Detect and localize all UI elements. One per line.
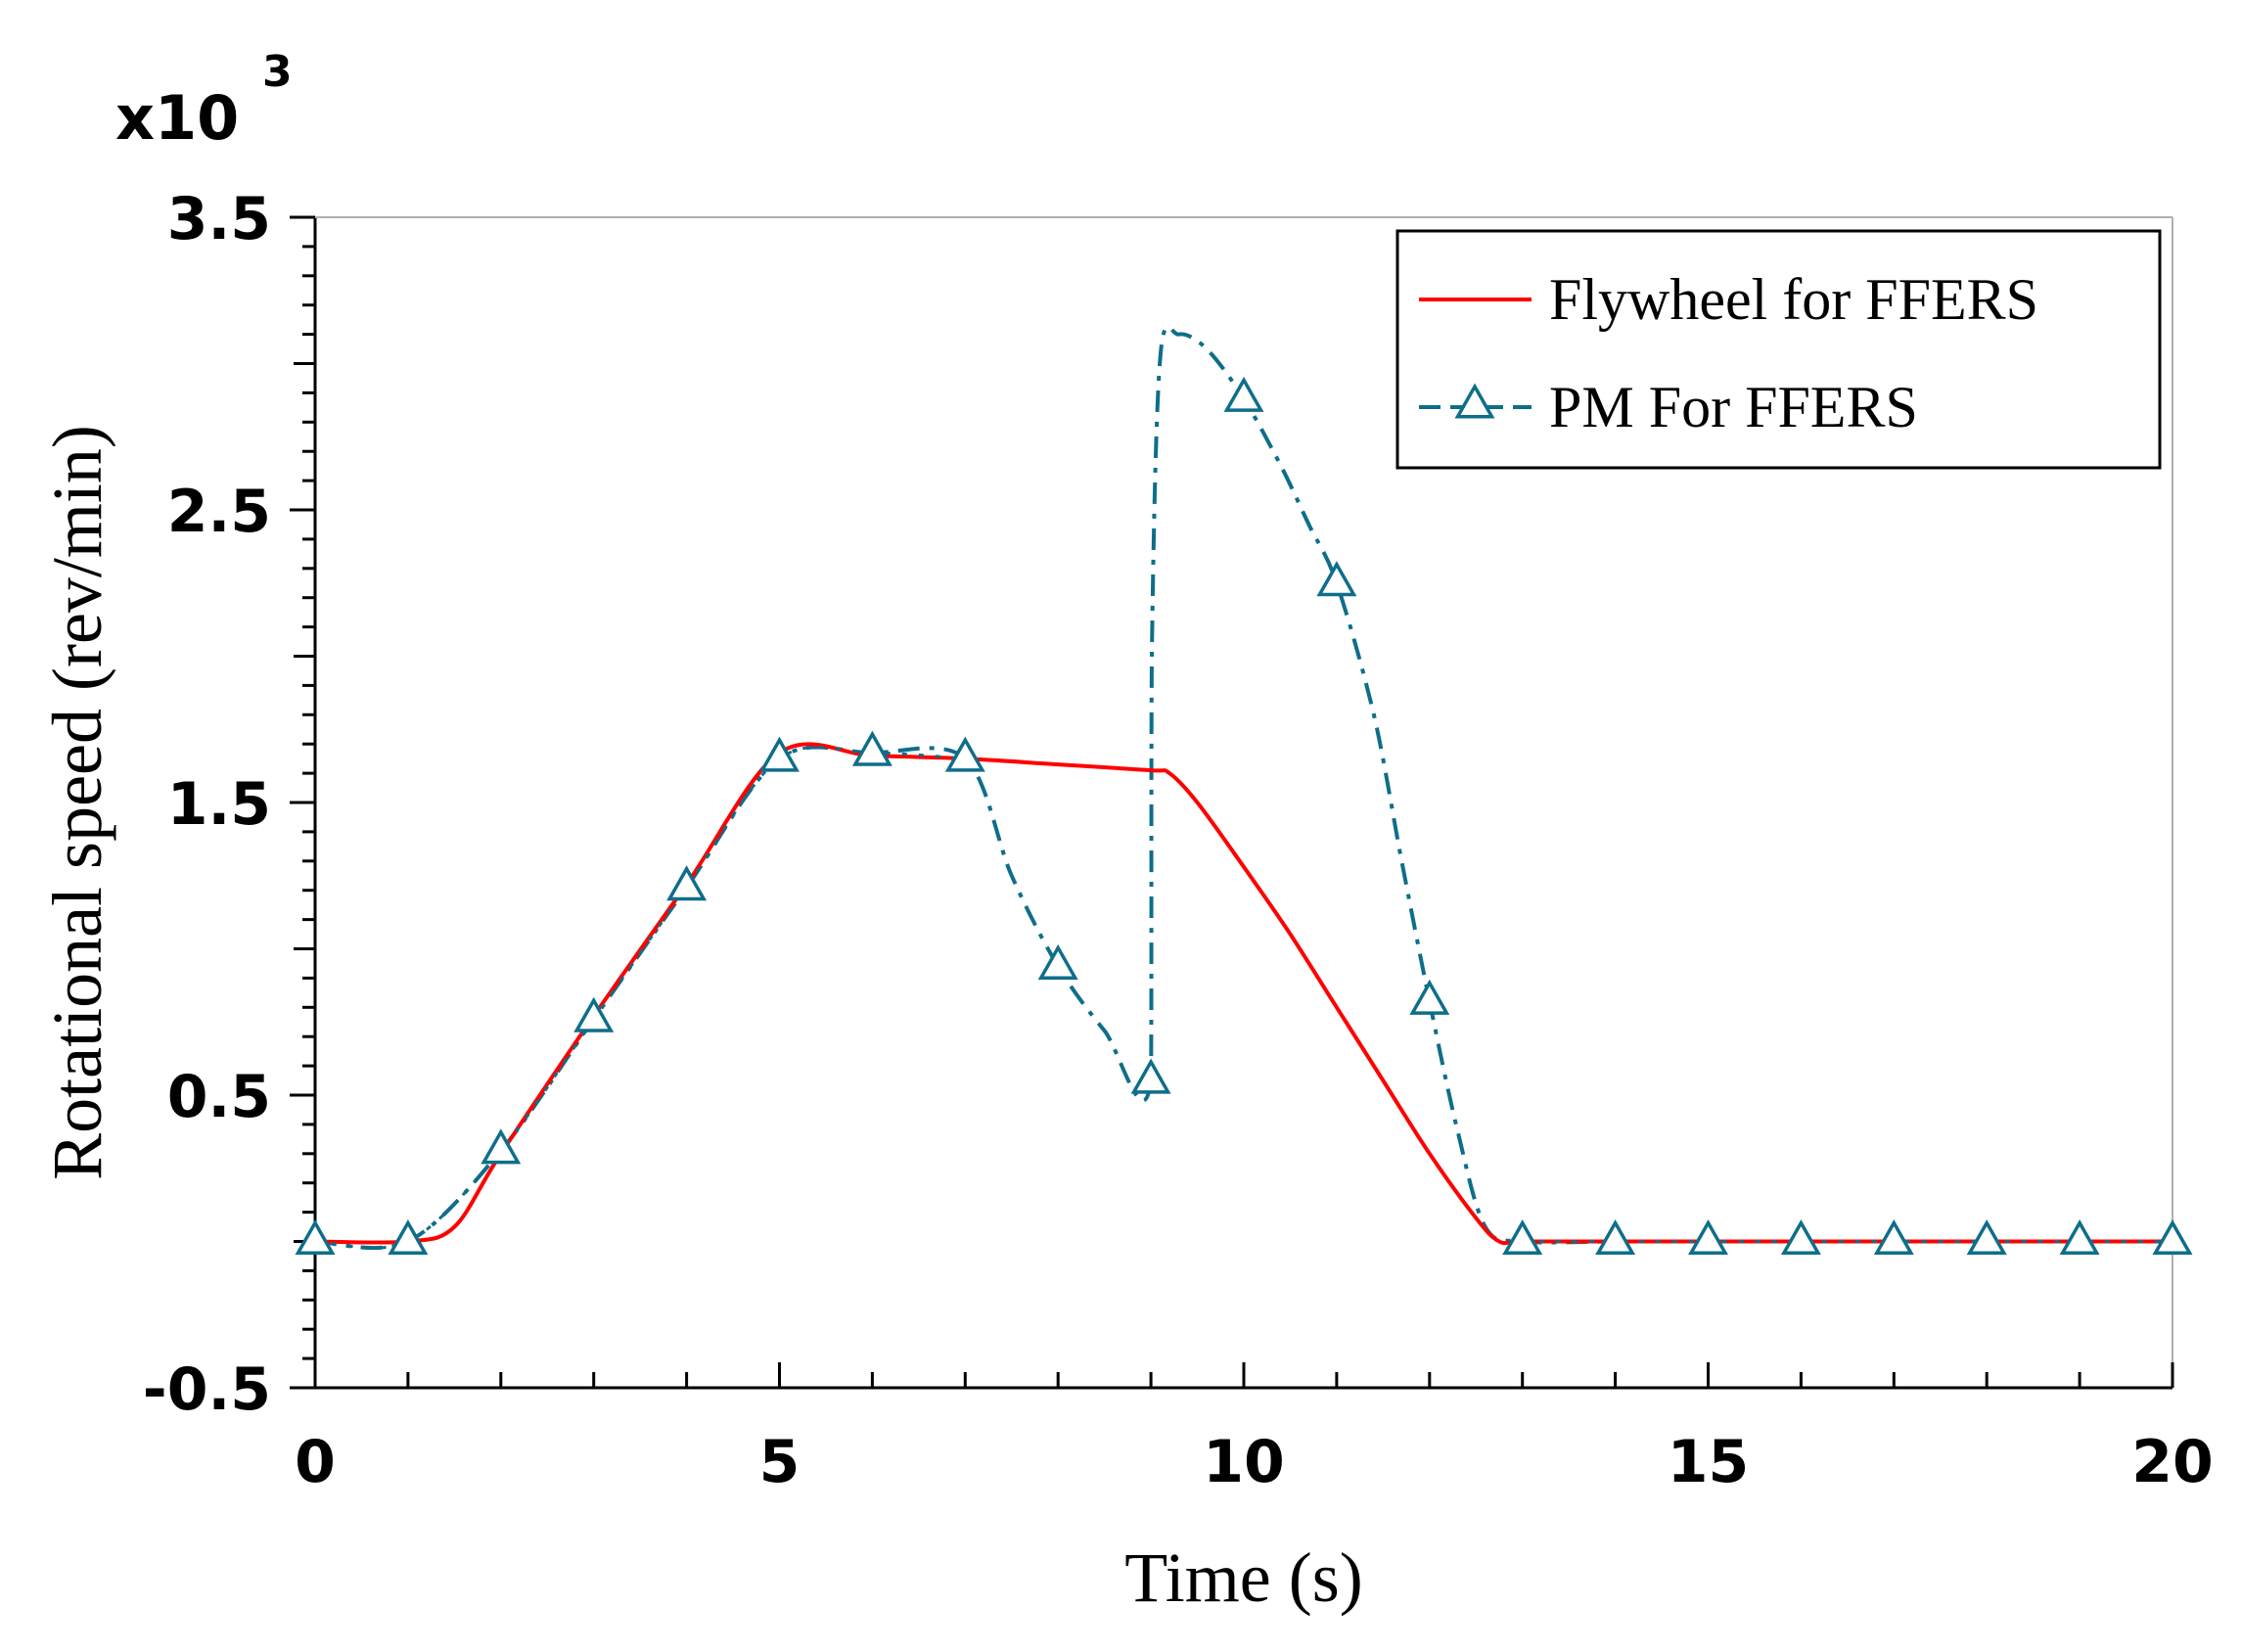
y-tick-label: 2.5 <box>167 478 271 546</box>
pm-marker-triangle <box>1780 1218 1821 1256</box>
pm-marker-triangle <box>2152 1218 2193 1256</box>
tick-labels: 0 5 10 15 20 -0.5 0.5 1.5 2.5 3.5 <box>143 185 2214 1496</box>
pm-marker-triangle <box>480 1128 522 1165</box>
legend: Flywheel for FFERS PM For FFERS <box>1395 229 2162 470</box>
pm-marker-triangle <box>851 730 892 766</box>
pm-marker-triangle <box>1130 1058 1171 1094</box>
pm-marker-triangle <box>295 1218 336 1256</box>
y-tick-label: -0.5 <box>143 1355 271 1424</box>
y-multiplier-exponent: 3 <box>262 47 293 97</box>
pm-marker-triangle <box>1966 1218 2007 1256</box>
pm-marker-triangle <box>1502 1218 1543 1256</box>
legend-triangle-marker <box>1454 383 1495 419</box>
pm-marker-triangle <box>944 736 985 772</box>
x-tick-label: 20 <box>2131 1428 2214 1496</box>
y-axis-title: Rotational speed (rev/min) <box>38 425 116 1180</box>
pm-marker-triangle <box>2059 1218 2100 1256</box>
series-line-flywheel <box>314 742 2172 1246</box>
legend-label-flywheel: Flywheel for FFERS <box>1549 267 2038 332</box>
x-tick-label: 15 <box>1668 1428 1750 1496</box>
pm-marker-triangle <box>1595 1218 1636 1256</box>
x-tick-label: 5 <box>759 1428 800 1496</box>
x-tick-label: 10 <box>1203 1428 1285 1496</box>
pm-marker-triangle <box>1688 1218 1728 1256</box>
legend-label-pm: PM For FFERS <box>1549 375 1918 439</box>
pm-marker-triangle <box>1316 561 1357 597</box>
y-multiplier-base: x10 <box>115 82 239 154</box>
x-tick-label: 0 <box>295 1428 336 1496</box>
pm-marker-triangle <box>1223 376 1264 412</box>
pm-marker-triangle <box>666 865 708 901</box>
pm-marker-triangle <box>759 736 800 772</box>
x-axis-title: Time (s) <box>1124 1538 1362 1617</box>
marker-layer <box>295 376 2193 1256</box>
legend-box <box>1395 229 2162 470</box>
pm-marker-triangle <box>388 1218 429 1256</box>
y-tick-label: 3.5 <box>167 185 271 253</box>
series-overlay-pm <box>314 746 966 1250</box>
y-tick-label: 1.5 <box>167 770 271 839</box>
pm-marker-triangle <box>1037 943 1078 980</box>
pm-marker-triangle <box>573 996 615 1032</box>
axis-ticks <box>290 215 2174 1390</box>
y-tick-label: 0.5 <box>167 1063 271 1131</box>
pm-marker-triangle <box>1873 1218 1914 1256</box>
pm-marker-triangle <box>1409 979 1450 1015</box>
